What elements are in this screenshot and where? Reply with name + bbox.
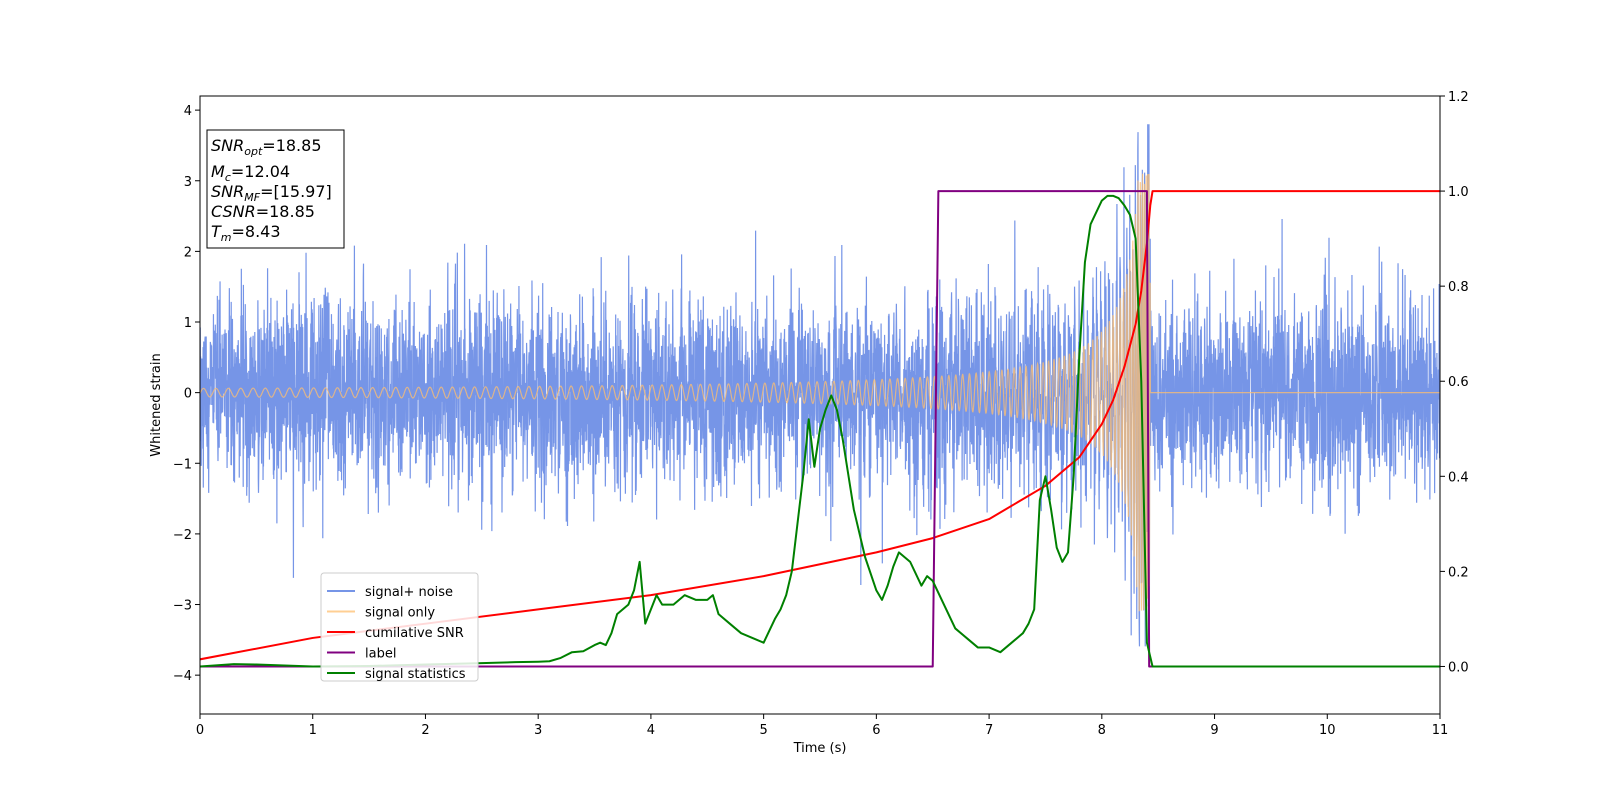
y-tick-label: 1 bbox=[184, 316, 192, 331]
plot-frame bbox=[199, 95, 1441, 715]
info-snr-mf: SNRMF=[15.97] bbox=[211, 182, 332, 204]
info-csnr: CSNR=18.85 bbox=[211, 202, 315, 221]
y-axis-title: Whitened strain bbox=[149, 353, 164, 456]
series-layer bbox=[200, 124, 1440, 668]
series-signal-statistics bbox=[200, 194, 1440, 668]
y-right-tick-label: 0.4 bbox=[1448, 470, 1469, 485]
y-tick-label: 2 bbox=[184, 245, 192, 260]
info-mc: Mc=12.04 bbox=[211, 162, 290, 184]
y-right-tick-label: 0.8 bbox=[1448, 280, 1469, 295]
y-tick-label: −1 bbox=[173, 457, 192, 472]
y-tick-label: −2 bbox=[173, 528, 192, 543]
legend: signal+ noise signal only cumilative SNR la… bbox=[320, 572, 479, 682]
x-tick-label: 3 bbox=[534, 723, 542, 738]
y-tick-label: 3 bbox=[184, 175, 192, 190]
x-tick-label: 0 bbox=[196, 723, 204, 738]
x-tick-label: 11 bbox=[1432, 723, 1449, 738]
x-axis-title: Time (s) bbox=[793, 741, 847, 756]
x-tick-label: 2 bbox=[421, 723, 429, 738]
info-snr-opt: SNRopt=18.85 bbox=[211, 136, 322, 158]
legend-label: signal only bbox=[365, 606, 435, 621]
info-box: SNRopt=18.85 Mc=12.04 SNRMF=[15.97] CSNR… bbox=[206, 129, 345, 249]
legend-frame bbox=[320, 572, 479, 682]
x-tick-label: 1 bbox=[309, 723, 317, 738]
x-tick-label: 10 bbox=[1319, 723, 1336, 738]
x-tick-label: 5 bbox=[759, 723, 767, 738]
x-tick-label: 4 bbox=[647, 723, 655, 738]
y-right-tick-label: 0.0 bbox=[1448, 660, 1469, 675]
y-right-tick-label: 1.0 bbox=[1448, 185, 1469, 200]
y-right-tick-label: 0.6 bbox=[1448, 375, 1469, 390]
legend-label: signal+ noise bbox=[365, 585, 453, 600]
legend-items: signal+ noise signal only cumilative SNR la… bbox=[327, 585, 466, 682]
y-tick-label: −3 bbox=[173, 599, 192, 614]
y-axis-left-ticks: 4 3 2 1 0 −1 −2 −3 −4 bbox=[173, 104, 200, 684]
x-tick-label: 8 bbox=[1098, 723, 1106, 738]
y-right-tick-label: 1.2 bbox=[1448, 90, 1469, 105]
y-tick-label: 4 bbox=[184, 104, 192, 119]
y-tick-label: 0 bbox=[184, 387, 192, 402]
series-cumulative-snr bbox=[200, 190, 1440, 661]
x-tick-label: 9 bbox=[1210, 723, 1218, 738]
x-axis-ticks: 0 1 2 3 4 5 6 7 8 9 10 11 bbox=[196, 714, 1448, 738]
y-axis-right-ticks: 1.2 1.0 0.8 0.6 0.4 0.2 0.0 bbox=[1440, 90, 1469, 675]
legend-label: cumilative SNR bbox=[365, 626, 464, 641]
y-tick-label: −4 bbox=[173, 669, 192, 684]
x-tick-label: 7 bbox=[985, 723, 993, 738]
info-box-frame bbox=[206, 129, 345, 249]
series-signal-only bbox=[200, 173, 1440, 612]
legend-label: label bbox=[365, 647, 396, 662]
info-tm: Tm=8.43 bbox=[211, 222, 281, 244]
x-tick-label: 6 bbox=[872, 723, 880, 738]
legend-label: signal statistics bbox=[365, 667, 466, 682]
y-right-tick-label: 0.2 bbox=[1448, 565, 1469, 580]
series-signal-noise bbox=[200, 124, 1440, 647]
